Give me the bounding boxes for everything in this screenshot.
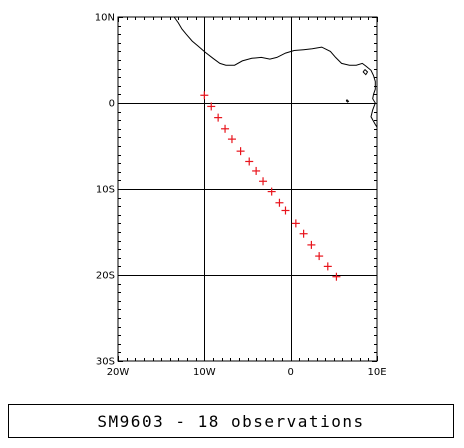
y-tick-label: 30S [96,357,115,368]
observation-marker [281,206,290,215]
observation-marker [252,166,261,175]
observation-marker [315,252,324,261]
observation-marker [291,219,300,228]
y-tick-label: 0 [109,99,115,110]
coastline-segment [173,16,378,128]
observation-marker [275,198,284,207]
coastline-segment [362,69,369,76]
coastline [173,16,378,128]
axis-labels: 20W 10W 0 10E 10N 0 10S 20S 30S [95,13,387,379]
axis-ticks [118,17,378,362]
x-tick-label: 20W [107,367,130,378]
graticule [117,16,378,362]
observation-marker [236,147,245,156]
x-tick-label: 10E [367,367,386,378]
observation-marker [307,240,316,249]
observation-marker [214,113,223,122]
coastline-segment [345,99,350,103]
map-plot: 20W 10W 0 10E 10N 0 10S 20S 30S [95,13,387,379]
observation-marker [207,102,216,111]
y-tick-label: 10S [96,185,115,196]
observation-marker [200,91,209,100]
y-tick-label: 10N [95,13,115,24]
x-tick-label: 0 [287,367,293,378]
observation-marker [245,157,254,166]
observation-marker [299,229,308,238]
observation-marker [259,177,268,186]
observation-markers [200,91,341,281]
x-tick-label: 10W [193,367,216,378]
caption: SM9603 - 18 observations [97,411,365,431]
observation-marker [267,187,276,196]
observation-marker [323,262,332,271]
observation-marker [332,272,341,281]
observation-marker [221,124,230,133]
caption-box: SM9603 - 18 observations [8,404,454,438]
y-tick-label: 20S [96,271,115,282]
observation-marker [227,135,236,144]
